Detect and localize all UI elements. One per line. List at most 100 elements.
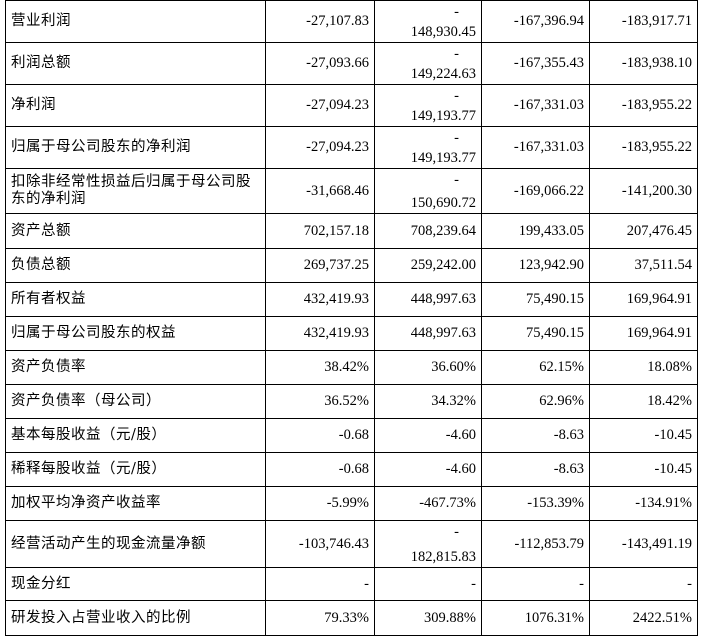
value-cell: -143,491.19 [589, 520, 698, 568]
value-cell: 123,942.90 [481, 248, 590, 283]
value-cell: 259,242.00 [374, 248, 482, 283]
value-cell: -167,396.94 [481, 0, 590, 43]
row-label: 资产负债率 [5, 350, 266, 385]
table-row: 利润总额 -27,093.66 - 149,224.63 -167,355.43 -183… [5, 42, 698, 85]
value-cell-wrapped: - 148,930.45 [374, 0, 482, 43]
value-text: 150,690.72 [410, 195, 476, 211]
negative-sign: - [454, 172, 459, 188]
row-label: 负债总额 [5, 248, 266, 283]
value-cell-wrapped: - 150,690.72 [374, 168, 482, 214]
table-row: 资产负债率（母公司） 36.52% 34.32% 62.96% 18.42% [5, 384, 698, 419]
row-label: 资产总额 [5, 213, 266, 249]
row-label: 加权平均净资产收益率 [5, 486, 266, 521]
financial-data-table: 营业利润 -27,107.83-148,930.45 -167,396.94 -183… [5, 0, 698, 636]
row-label: 营业利润 [5, 0, 266, 43]
row-label: 利润总额 [5, 42, 266, 85]
value-cell: 38.42% [265, 350, 375, 385]
value-cell: 169,964.91 [589, 316, 698, 351]
value-cell: -10.45 [589, 418, 698, 453]
value-text: 182,815.83 [410, 549, 476, 565]
value-cell: -169,066.22 [481, 168, 590, 214]
table-row: 扣除非经常性损益后归属于母公司股东的净利润 -31,668.46 - 150,690.… [5, 168, 698, 214]
row-label: 稀释每股收益（元/股） [5, 452, 266, 487]
value-cell: -141,200.30 [589, 168, 698, 214]
value-cell: -8.63 [481, 418, 590, 453]
value-cell: 199,433.05 [481, 213, 590, 249]
value-text: 149,224.63 [410, 66, 476, 82]
value-cell: - [589, 567, 698, 601]
value-cell: -167,355.43 [481, 42, 590, 85]
table-row: 所有者权益 432,419.93 448,997.63 75,490.15 169,96… [5, 282, 698, 317]
value-cell: -27,094.23 [265, 126, 375, 169]
table-row: 稀释每股收益（元/股） -0.68 -4.60 -8.63 -10.45 [5, 452, 698, 487]
value-cell: -183,955.22 [589, 126, 698, 169]
row-label: 现金分红 [5, 567, 266, 601]
value-cell: -4.60 [374, 452, 482, 487]
row-label: 扣除非经常性损益后归属于母公司股东的净利润 [5, 168, 266, 214]
row-label: 归属于母公司股东的权益 [5, 316, 266, 351]
negative-sign: - [454, 46, 459, 62]
value-text: 149,193.77 [410, 108, 476, 124]
value-cell: -134.91% [589, 486, 698, 521]
row-label: 所有者权益 [5, 282, 266, 317]
value-cell: -183,917.71 [589, 0, 698, 43]
value-cell: 62.15% [481, 350, 590, 385]
value-cell: -103,746.43 [265, 520, 375, 568]
row-label: 研发投入占营业收入的比例 [5, 600, 266, 636]
value-cell: 2422.51% [589, 600, 698, 636]
value-cell: 702,157.18 [265, 213, 375, 249]
value-cell: 37,511.54 [589, 248, 698, 283]
value-cell-wrapped: - 149,193.77 [374, 126, 482, 169]
value-cell: -467.73% [374, 486, 482, 521]
value-cell: -4.60 [374, 418, 482, 453]
value-cell: 75,490.15 [481, 316, 590, 351]
table-row: 资产负债率 38.42% 36.60% 62.15% 18.08% [5, 350, 698, 385]
value-cell: 448,997.63 [374, 316, 482, 351]
table-row: 现金分红 - - - - [5, 567, 698, 601]
value-cell: 18.08% [589, 350, 698, 385]
value-cell: -112,853.79 [481, 520, 590, 568]
value-cell: -10.45 [589, 452, 698, 487]
value-cell: -167,331.03 [481, 84, 590, 127]
value-text: 149,193.77 [410, 150, 476, 166]
value-cell: 169,964.91 [589, 282, 698, 317]
value-cell: 432,419.93 [265, 282, 375, 317]
value-cell-wrapped: - 149,224.63 [374, 42, 482, 85]
value-cell: -0.68 [265, 452, 375, 487]
value-cell: 207,476.45 [589, 213, 698, 249]
value-cell: -27,094.23 [265, 84, 375, 127]
value-cell: 75,490.15 [481, 282, 590, 317]
row-label: 净利润 [5, 84, 266, 127]
negative-sign: - [454, 88, 459, 104]
value-cell: 448,997.63 [374, 282, 482, 317]
value-cell: -5.99% [265, 486, 375, 521]
value-cell: 79.33% [265, 600, 375, 636]
table-row: 基本每股收益（元/股） -0.68 -4.60 -8.63 -10.45 [5, 418, 698, 453]
value-cell: 1076.31% [481, 600, 590, 636]
value-cell: -31,668.46 [265, 168, 375, 214]
negative-sign: - [454, 524, 459, 540]
table-row: 经营活动产生的现金流量净额 -103,746.43 - 182,815.83 -112,… [5, 520, 698, 568]
table-row: 加权平均净资产收益率 -5.99% -467.73% -153.39% -134.91% [5, 486, 698, 521]
row-label: 归属于母公司股东的净利润 [5, 126, 266, 169]
negative-sign: - [454, 130, 459, 146]
row-label: 基本每股收益（元/股） [5, 418, 266, 453]
value-cell: -183,938.10 [589, 42, 698, 85]
value-cell: - [481, 567, 590, 601]
value-cell: 36.60% [374, 350, 482, 385]
table-row: 营业利润 -27,107.83 - 148,930.45 -167,396.94 -183… [5, 0, 698, 43]
value-cell: 62.96% [481, 384, 590, 419]
table-row: 资产总额 702,157.18 708,239.64 199,433.05 207,47… [5, 213, 698, 249]
value-cell: 269,737.25 [265, 248, 375, 283]
value-cell: -183,955.22 [589, 84, 698, 127]
value-cell: -8.63 [481, 452, 590, 487]
value-cell: -27,107.83 [265, 0, 375, 43]
value-cell-wrapped: - 182,815.83 [374, 520, 482, 568]
value-cell: -167,331.03 [481, 126, 590, 169]
value-cell: 708,239.64 [374, 213, 482, 249]
value-text: 148,930.45 [410, 24, 476, 40]
table-row: 负债总额 269,737.25 259,242.00 123,942.90 37,511… [5, 248, 698, 283]
value-cell-wrapped: - 149,193.77 [374, 84, 482, 127]
value-cell: 432,419.93 [265, 316, 375, 351]
table-row: 归属于母公司股东的权益 432,419.93 448,997.63 75,490.15… [5, 316, 698, 351]
